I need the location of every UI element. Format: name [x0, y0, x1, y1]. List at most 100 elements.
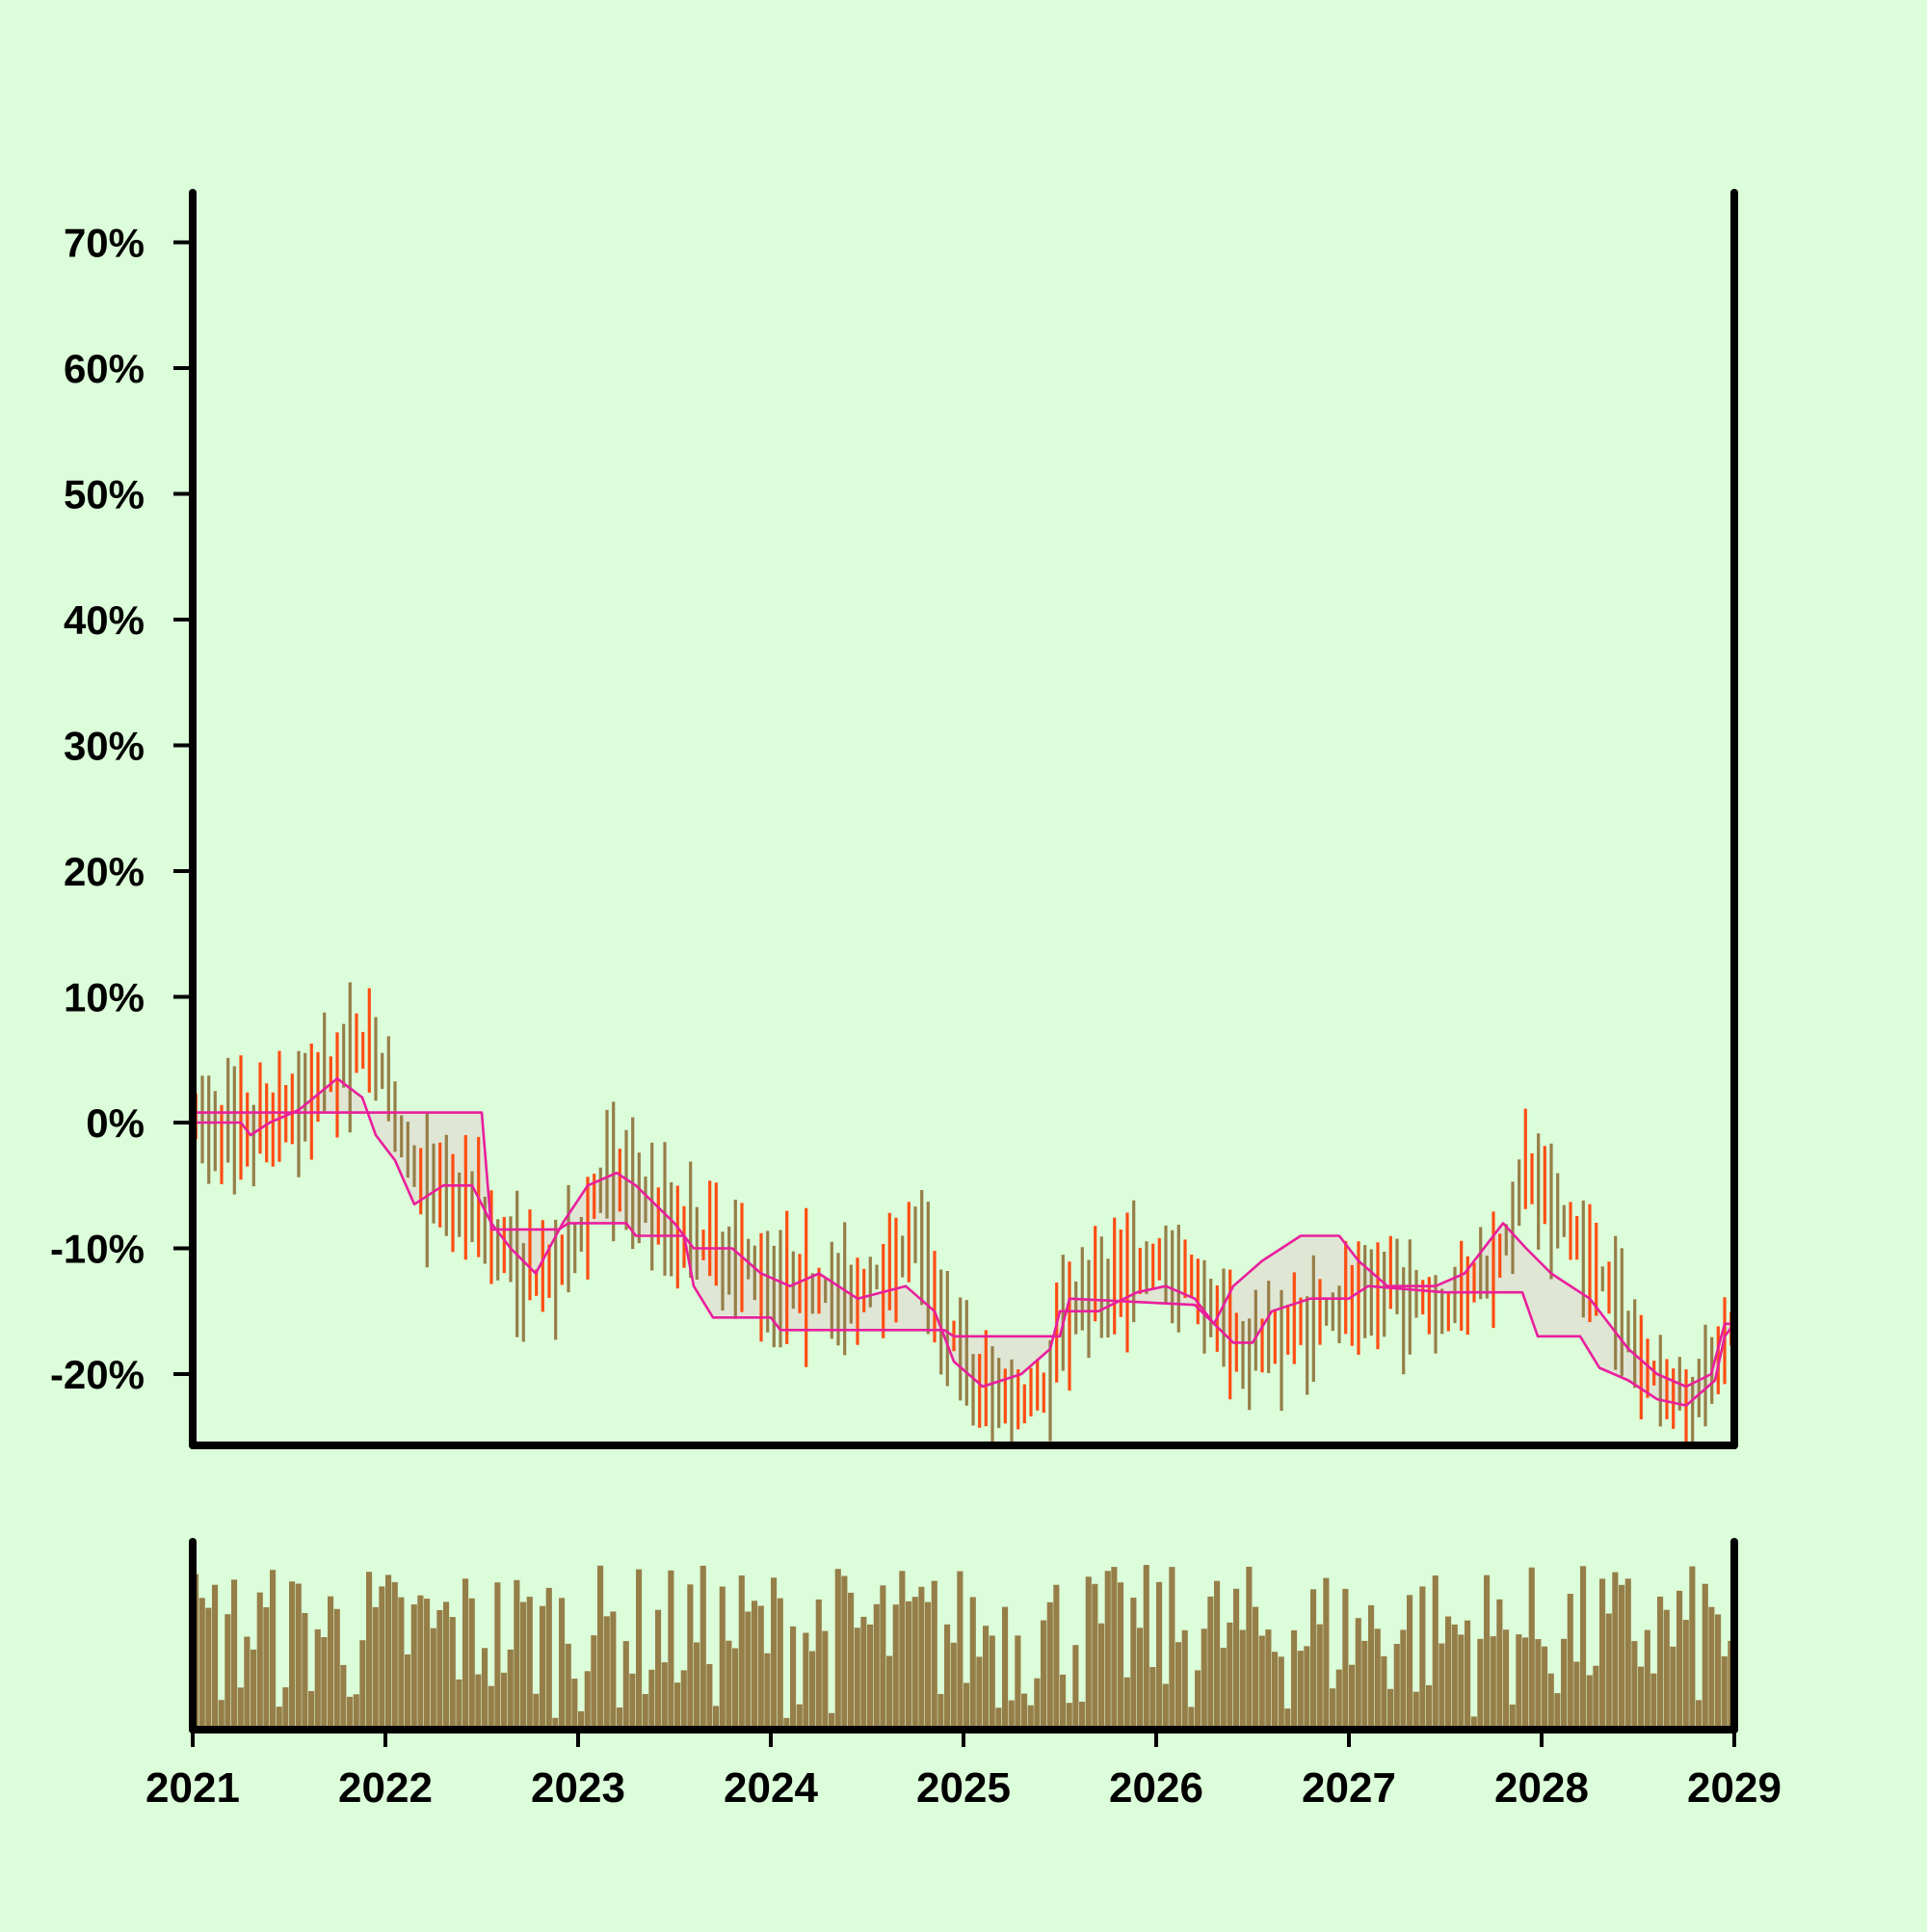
volume-bar: [899, 1571, 906, 1730]
volume-bar: [1310, 1589, 1317, 1730]
y-tick-label: 70%: [64, 221, 145, 266]
volume-bar: [1503, 1629, 1510, 1730]
band-lines: [193, 1077, 1736, 1407]
volume-bar: [1490, 1636, 1496, 1730]
volume-bar: [1169, 1567, 1175, 1730]
volume-bar: [700, 1565, 706, 1730]
y-tick-label: 60%: [64, 346, 145, 391]
volume-bar: [1207, 1596, 1214, 1730]
volume-bar: [1631, 1641, 1638, 1730]
volume-bar: [276, 1707, 282, 1730]
volume-bar: [1400, 1629, 1407, 1730]
volume-bar: [462, 1578, 469, 1730]
volume-bar: [1696, 1700, 1703, 1730]
volume-bar: [1291, 1629, 1298, 1730]
volume-bar: [783, 1717, 790, 1730]
volume-bar: [726, 1640, 732, 1730]
x-tick-label: 2026: [1109, 1764, 1203, 1812]
x-axis-ticks: 2021 2022 2023 2024 2025 2026 2027 2028 2029: [145, 1730, 1782, 1812]
volume-bar: [622, 1641, 629, 1730]
volume-bar: [1349, 1664, 1356, 1730]
volume-bar: [328, 1596, 334, 1730]
volume-bar: [757, 1605, 764, 1730]
volume-bar: [1175, 1642, 1182, 1730]
volume-bar: [1002, 1606, 1009, 1730]
volume-bar: [1008, 1700, 1015, 1730]
volume-bar: [424, 1599, 431, 1730]
volume-bar: [507, 1649, 514, 1730]
volume-bar: [752, 1601, 758, 1730]
volume-bar: [1721, 1655, 1728, 1730]
volume-bar: [854, 1628, 860, 1730]
volume-bar: [687, 1584, 694, 1730]
y-tick-label: -20%: [50, 1352, 145, 1397]
volume-bar: [1381, 1655, 1387, 1730]
volume-bar: [1181, 1629, 1188, 1730]
volume-bar: [1439, 1643, 1445, 1730]
volume-bar: [488, 1685, 494, 1730]
volume-bar: [668, 1570, 674, 1730]
volume-bar: [989, 1635, 995, 1730]
volume-bar: [1484, 1575, 1491, 1730]
volume-bar: [1650, 1673, 1657, 1730]
volume-bar: [1470, 1716, 1477, 1730]
volume-bar: [944, 1624, 951, 1730]
volume-bar: [1149, 1667, 1156, 1730]
volume-bar: [1265, 1629, 1272, 1730]
band-fill: [193, 1078, 1734, 1406]
volume-bar: [359, 1640, 366, 1730]
volume-bar: [1663, 1609, 1670, 1730]
volume-bar: [1034, 1678, 1041, 1730]
volume-bar: [1297, 1651, 1304, 1730]
volume-bar: [1227, 1622, 1233, 1730]
volume-bar: [468, 1598, 475, 1730]
volume-bar: [1593, 1665, 1599, 1730]
volume-bar: [1407, 1595, 1413, 1730]
volume-bar: [520, 1601, 527, 1730]
volume-bar: [918, 1586, 925, 1730]
volume-bar: [1104, 1571, 1111, 1730]
volume-bar: [694, 1642, 700, 1730]
volume-bar: [198, 1598, 205, 1730]
volume-bar: [1015, 1635, 1021, 1730]
volume-bar: [1516, 1634, 1522, 1730]
y-tick-label: 0%: [86, 1100, 145, 1146]
volume-bar: [1098, 1623, 1105, 1730]
volume-bar: [1419, 1586, 1426, 1730]
volume-bar: [1605, 1613, 1612, 1730]
volume-bar: [1412, 1691, 1419, 1730]
volume-bar: [969, 1597, 976, 1730]
volume-bar: [256, 1592, 263, 1730]
volume-bar: [353, 1694, 359, 1730]
volume-bar: [1246, 1566, 1253, 1730]
volume-bar: [1335, 1669, 1342, 1730]
volume-bar: [314, 1628, 321, 1730]
volume-bar: [302, 1613, 308, 1730]
volume-bar: [636, 1569, 643, 1730]
volume-bar: [873, 1603, 880, 1730]
volume-bar: [1253, 1606, 1259, 1730]
volume-bar: [333, 1608, 340, 1730]
x-tick-label: 2021: [145, 1764, 240, 1812]
volume-bar: [1682, 1620, 1689, 1730]
volume-bar: [366, 1572, 373, 1730]
volume-bar: [1657, 1596, 1664, 1730]
band-lower-line: [193, 1111, 1736, 1407]
volume-bar: [706, 1663, 713, 1730]
volume-bar: [545, 1587, 552, 1730]
volume-bar: [906, 1601, 912, 1730]
volume-bar: [603, 1616, 610, 1730]
volume-bar: [777, 1598, 783, 1730]
volume-bar: [540, 1605, 546, 1730]
volume-bar: [289, 1581, 296, 1730]
volume-bar: [745, 1611, 752, 1730]
volume-bar: [552, 1717, 559, 1730]
volume-bar: [565, 1643, 571, 1730]
volume-bars: [193, 1565, 1734, 1730]
volume-bar: [405, 1654, 411, 1730]
volume-bar: [1201, 1628, 1207, 1730]
volume-bar: [1445, 1616, 1452, 1730]
x-tick-label: 2025: [916, 1764, 1011, 1812]
volume-bar: [815, 1599, 822, 1730]
